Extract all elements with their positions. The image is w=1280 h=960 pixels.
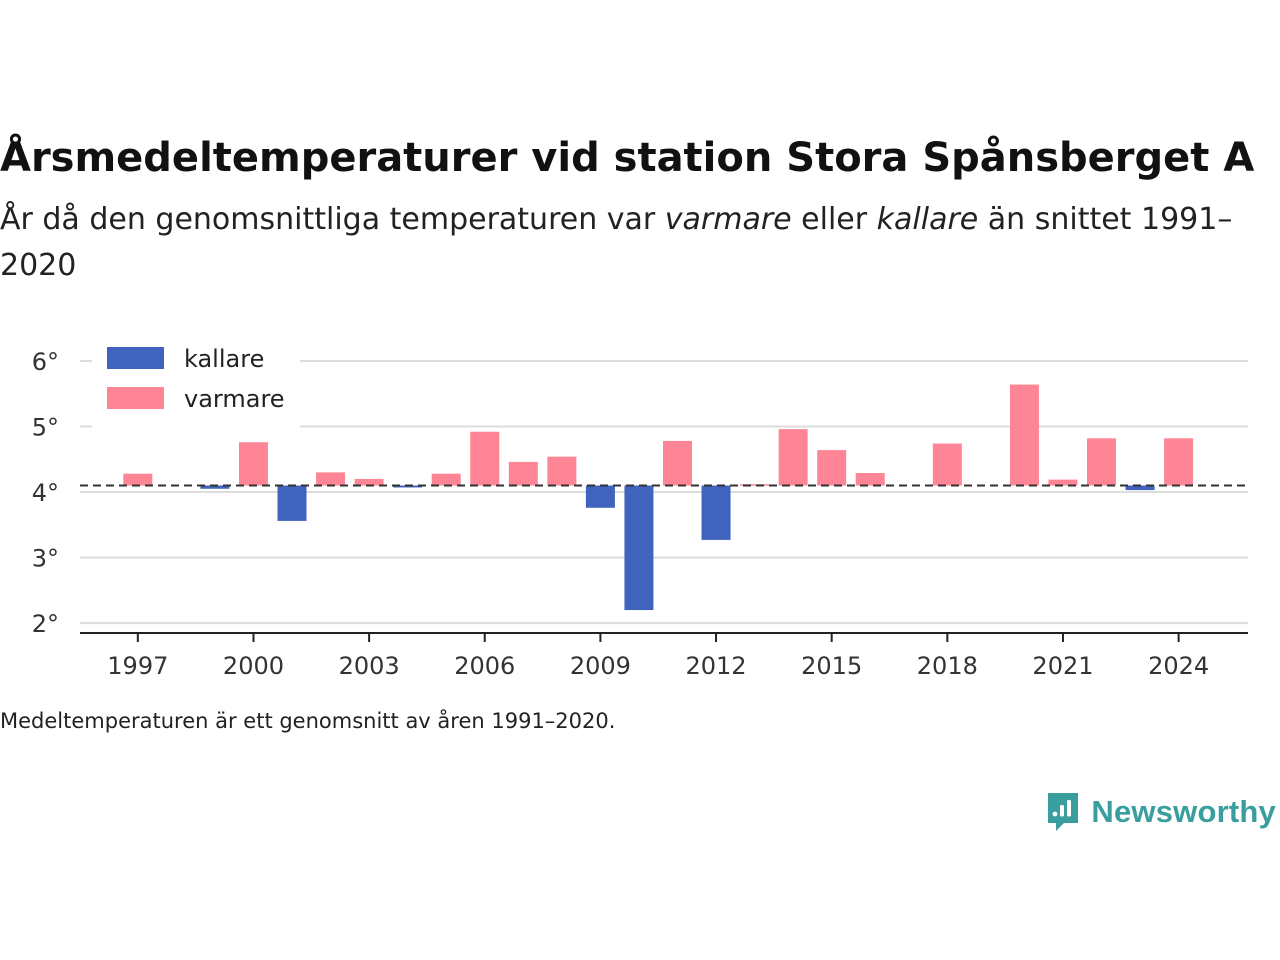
x-tick-label: 2024 <box>1148 652 1209 680</box>
y-tick-label: 4° <box>32 479 59 507</box>
bar-2001 <box>277 485 307 521</box>
bar-2010 <box>624 485 654 611</box>
y-tick-label: 6° <box>32 348 59 376</box>
bar-2012 <box>701 485 731 540</box>
newsworthy-logo-icon <box>1048 793 1079 831</box>
legend-label-kallare: kallare <box>184 345 264 373</box>
bar-2022 <box>1087 438 1117 486</box>
legend: kallare varmare <box>92 338 300 440</box>
x-tick-label: 2012 <box>686 652 747 680</box>
x-tick-label: 2006 <box>454 652 515 680</box>
bar-2008 <box>547 456 577 486</box>
bar-2021 <box>1048 479 1078 486</box>
bar-2015 <box>817 450 847 486</box>
bar-2007 <box>508 461 538 486</box>
bar-1997 <box>123 473 153 486</box>
x-tick-label: 2000 <box>223 652 284 680</box>
y-tick-label: 5° <box>32 414 59 442</box>
bar-2023 <box>1125 485 1155 491</box>
x-tick-label: 2018 <box>917 652 978 680</box>
newsworthy-logo-text: Newsworthy <box>1091 794 1276 829</box>
chart-subtitle: År då den genomsnittliga temperaturen va… <box>0 197 1240 289</box>
bar-2024 <box>1164 438 1194 486</box>
x-tick-label: 2021 <box>1032 652 1093 680</box>
bar-2006 <box>470 431 500 486</box>
bar-2002 <box>316 472 346 486</box>
bar-2014 <box>778 429 808 486</box>
bar-2016 <box>855 473 885 486</box>
subtitle-part-1: År då den genomsnittliga temperaturen va… <box>0 202 665 237</box>
newsworthy-logo: Newsworthy <box>1045 790 1276 834</box>
bar-2009 <box>585 485 615 508</box>
bars <box>123 384 1194 611</box>
y-tick-label: 2° <box>32 610 59 638</box>
x-tick-label: 2015 <box>801 652 862 680</box>
bar-2003 <box>354 478 384 486</box>
x-tick-label: 1997 <box>107 652 168 680</box>
bar-1999 <box>200 485 230 489</box>
chart-title: Årsmedeltemperaturer vid station Stora S… <box>0 135 1255 181</box>
subtitle-warmer: varmare <box>664 202 792 237</box>
y-tick-label: 3° <box>32 545 59 573</box>
x-axis: 1997 2000 2003 2006 2009 2012 2015 2018 2021 2024 <box>80 632 1248 680</box>
subtitle-part-3: än snittet 1991–2020 <box>0 202 1233 283</box>
bar-2005 <box>431 473 461 486</box>
bar-2000 <box>238 442 268 486</box>
bar-2013 <box>740 484 770 486</box>
x-tick-label: 2009 <box>570 652 631 680</box>
subtitle-colder: kallare <box>876 202 979 237</box>
x-tick-label: 2003 <box>339 652 400 680</box>
chart-footnote: Medeltemperaturen är ett genomsnitt av å… <box>0 709 616 733</box>
subtitle-part-2: eller <box>791 202 877 237</box>
legend-swatch-kallare <box>107 347 164 369</box>
y-axis-labels: 2° 3° 4° 5° 6° <box>32 348 59 638</box>
bar-chart: 1997 2000 2003 2006 2009 2012 2015 2018 2021 2024… <box>32 338 1248 680</box>
legend-label-varmare: varmare <box>184 385 285 413</box>
legend-swatch-varmare <box>107 387 164 409</box>
bar-2011 <box>662 440 692 486</box>
bar-2018 <box>932 443 962 486</box>
bar-2020 <box>1009 384 1039 486</box>
